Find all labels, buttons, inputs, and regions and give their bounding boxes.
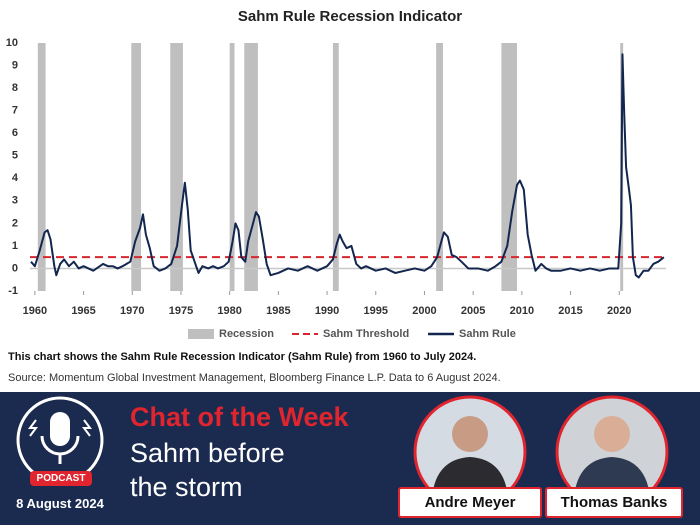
sound-waves bbox=[28, 419, 92, 437]
mic-stand bbox=[40, 435, 80, 464]
y-tick-label: 0 bbox=[12, 262, 18, 274]
y-tick-label: 10 bbox=[6, 37, 18, 49]
legend-label: Recession bbox=[219, 328, 274, 340]
x-tick-label: 2000 bbox=[412, 305, 436, 317]
host-name: Andre Meyer bbox=[398, 487, 542, 518]
y-tick-label: -1 bbox=[8, 285, 18, 297]
recession-band bbox=[501, 43, 517, 291]
x-tick-label: 1995 bbox=[364, 305, 388, 317]
x-tick-label: 1970 bbox=[120, 305, 144, 317]
y-tick-label: 9 bbox=[12, 59, 18, 71]
legend-swatch bbox=[188, 329, 214, 339]
legend-label: Sahm Threshold bbox=[323, 328, 409, 340]
y-tick-label: 7 bbox=[12, 105, 18, 117]
chart: Sahm Rule Recession Indicator -1 0 1 2 3 4 5 6 7… bbox=[6, 8, 666, 340]
banner: PODCAST 8 August 2024 Chat of the Week S… bbox=[0, 392, 700, 525]
host-head bbox=[452, 416, 488, 452]
x-tick-label: 1990 bbox=[315, 305, 339, 317]
date: 8 August 2024 bbox=[16, 496, 104, 511]
y-tick-label: 4 bbox=[12, 172, 19, 184]
x-tick-label: 2010 bbox=[510, 305, 534, 317]
x-tick-label: 2005 bbox=[461, 305, 485, 317]
x-tick-label: 2020 bbox=[607, 305, 631, 317]
x-tick-label: 1980 bbox=[217, 305, 241, 317]
recession-band bbox=[170, 43, 183, 291]
recession-band bbox=[436, 43, 443, 291]
host-name: Thomas Banks bbox=[545, 487, 683, 518]
mic bbox=[50, 412, 70, 446]
recession-band bbox=[37, 43, 46, 291]
recession-band bbox=[229, 43, 235, 291]
host-head bbox=[594, 416, 630, 452]
y-tick-label: 1 bbox=[12, 240, 18, 252]
heading: Chat of the Week bbox=[130, 402, 349, 432]
x-tick-label: 1965 bbox=[71, 305, 95, 317]
caption: This chart shows the Sahm Rule Recession… bbox=[8, 351, 477, 363]
y-tick-label: 5 bbox=[12, 150, 18, 162]
y-tick-label: 2 bbox=[12, 217, 18, 229]
recession-band bbox=[332, 43, 339, 291]
podcast-badge: PODCAST bbox=[30, 471, 92, 486]
y-tick-label: 8 bbox=[12, 82, 18, 94]
x-tick-label: 1960 bbox=[23, 305, 47, 317]
x-tick-label: 1985 bbox=[266, 305, 290, 317]
y-tick-label: 3 bbox=[12, 195, 18, 207]
recession-band bbox=[244, 43, 258, 291]
chart-title: Sahm Rule Recession Indicator bbox=[238, 8, 462, 25]
source: Source: Momentum Global Investment Manag… bbox=[8, 372, 501, 384]
x-tick-label: 2015 bbox=[558, 305, 582, 317]
sahm-line bbox=[30, 53, 665, 279]
legend-label: Sahm Rule bbox=[459, 328, 516, 340]
x-tick-label: 1975 bbox=[169, 305, 193, 317]
y-tick-label: 6 bbox=[12, 127, 18, 139]
recession-band bbox=[131, 43, 142, 291]
subtitle: Sahm before the storm bbox=[130, 438, 285, 502]
